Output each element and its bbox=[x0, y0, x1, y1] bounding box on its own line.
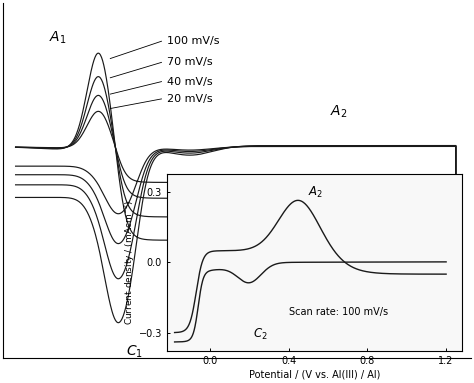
Text: C$_2$: C$_2$ bbox=[226, 190, 243, 207]
Text: 70 mV/s: 70 mV/s bbox=[166, 57, 212, 67]
Text: C$_1$: C$_1$ bbox=[126, 344, 143, 360]
Text: A$_2$: A$_2$ bbox=[330, 104, 348, 120]
Text: 20 mV/s: 20 mV/s bbox=[166, 94, 212, 104]
Text: 40 mV/s: 40 mV/s bbox=[166, 77, 212, 87]
Text: A$_1$: A$_1$ bbox=[49, 29, 67, 46]
Text: 100 mV/s: 100 mV/s bbox=[166, 36, 219, 46]
